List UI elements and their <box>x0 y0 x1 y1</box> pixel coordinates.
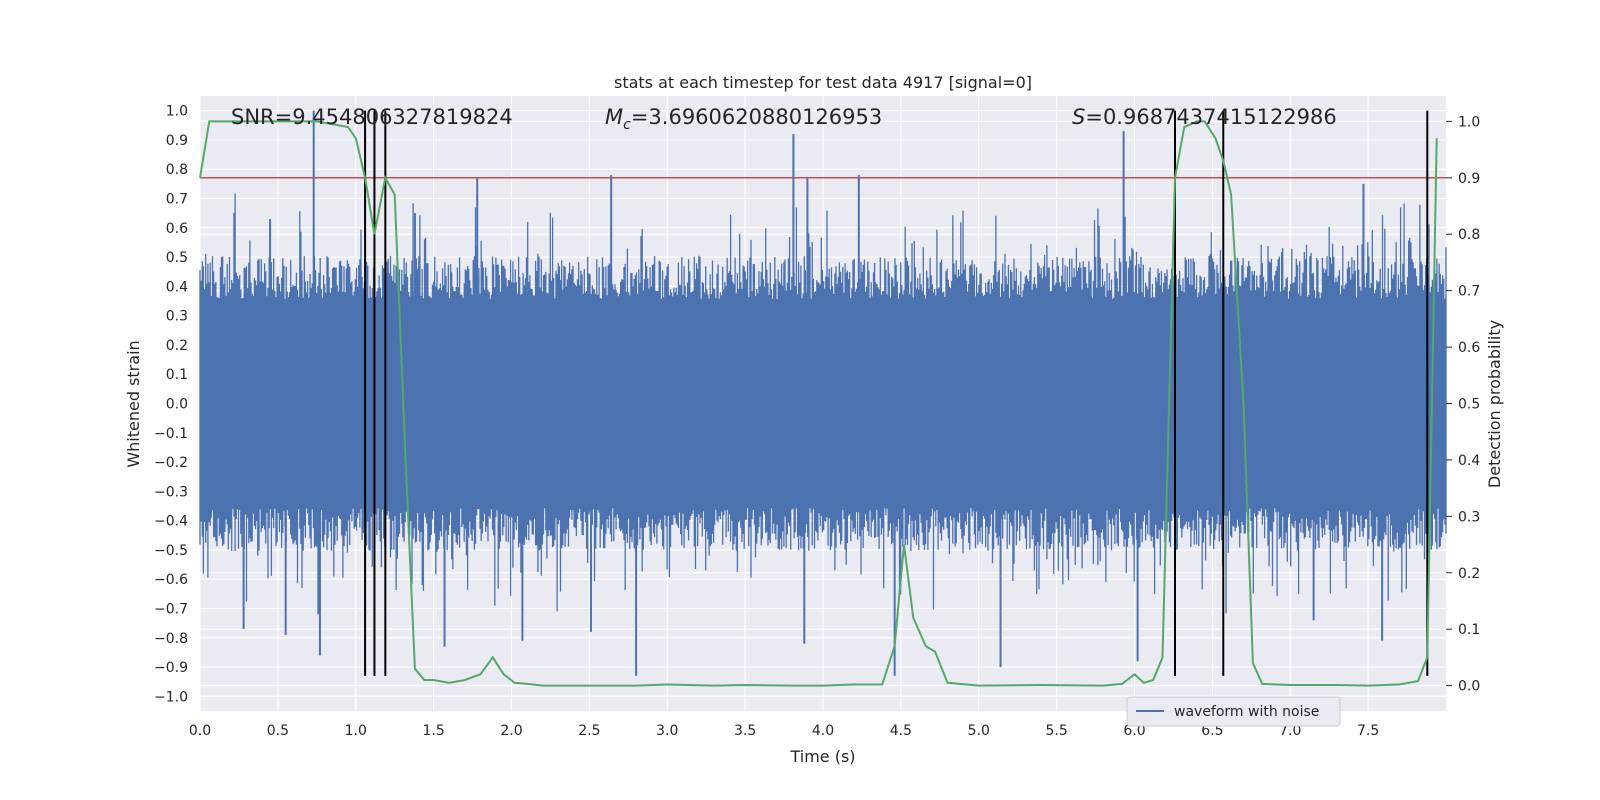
y2-tick-label: 0.5 <box>1458 397 1480 413</box>
legend-box <box>1126 696 1341 727</box>
y2-tick-label: 0.9 <box>1458 171 1480 187</box>
y-tick-label: 0.4 <box>166 279 188 295</box>
y-tick-label: −0.6 <box>154 572 188 588</box>
x-tick-label: 5.5 <box>1045 723 1067 739</box>
s-annotation: S=0.9687437415122986 <box>1072 105 1337 129</box>
detection-probability-series <box>199 120 1438 687</box>
y-tick-label: −0.7 <box>154 602 188 618</box>
y-tick-label: −0.4 <box>154 514 188 530</box>
y-axis-label: Whitened strain <box>124 340 143 467</box>
y2-tick-label: 0.7 <box>1458 284 1480 300</box>
x-axis-label: Time (s) <box>789 747 855 766</box>
x-tick-label: 1.0 <box>345 723 367 739</box>
x-tick-label: 6.0 <box>1123 723 1145 739</box>
y-tick-label: −1.0 <box>154 689 188 705</box>
y2-tick-label: 0.3 <box>1458 509 1480 525</box>
y-tick-label: 0.0 <box>166 397 188 413</box>
x-tick-label: 3.0 <box>656 723 678 739</box>
y-tick-label: −0.2 <box>154 455 188 471</box>
s-value: =0.9687437415122986 <box>1085 105 1336 129</box>
y-tick-label: −0.3 <box>154 484 188 500</box>
y2-tick-label: 0.6 <box>1458 340 1480 356</box>
s-symbol: S <box>1072 105 1085 129</box>
y-tick-label: −0.9 <box>154 660 188 676</box>
y-tick-label: 0.9 <box>166 133 188 149</box>
y2-axis-label: Detection probability <box>1485 320 1504 488</box>
y2-tick-label: 0.4 <box>1458 453 1480 469</box>
legend: waveform with noise <box>1126 696 1341 727</box>
reference-lines <box>200 110 1446 676</box>
x-tick-label: 7.5 <box>1357 723 1379 739</box>
x-tick-label: 2.0 <box>500 723 522 739</box>
y2-tick-label: 0.8 <box>1458 227 1480 243</box>
y-tick-label: 1.0 <box>166 104 188 120</box>
x-tick-label: 5.0 <box>968 723 990 739</box>
y2-tick-label: 0.2 <box>1458 566 1480 582</box>
waveform-core <box>200 336 1446 506</box>
mc-subscript: c <box>623 117 631 133</box>
y2-tick-label: 0.0 <box>1458 679 1480 695</box>
snr-annotation: SNR=9.454806327819824 <box>231 105 513 129</box>
y-tick-label: 0.2 <box>166 338 188 354</box>
x-tick-label: 3.5 <box>734 723 756 739</box>
x-tick-label: 6.5 <box>1201 723 1223 739</box>
mc-annotation: Mc=3.6960620880126953 <box>605 105 882 133</box>
chart-title: stats at each timestep for test data 491… <box>614 73 1032 92</box>
x-tick-label: 1.5 <box>422 723 444 739</box>
y-tick-label: −0.8 <box>154 631 188 647</box>
y-tick-label: −0.5 <box>154 543 188 559</box>
axis-ticks: 0.0 0.5 1.0 1.5 2.0 2.5 3.0 3.5 4.0 4.5 5.0 5.5 6.0 6… <box>154 104 1480 739</box>
y-tick-label: 0.7 <box>166 192 188 208</box>
waveform-series <box>199 110 1447 676</box>
y-tick-label: 0.3 <box>166 309 188 325</box>
mc-value: =3.6960620880126953 <box>631 105 882 129</box>
y-tick-label: −0.1 <box>154 426 188 442</box>
y2-tick-label: 0.1 <box>1458 622 1480 638</box>
x-tick-label: 7.0 <box>1279 723 1301 739</box>
x-tick-label: 0.0 <box>189 723 211 739</box>
x-tick-label: 2.5 <box>578 723 600 739</box>
legend-label: waveform with noise <box>1174 704 1319 720</box>
x-tick-label: 4.5 <box>890 723 912 739</box>
mc-symbol: M <box>605 105 623 129</box>
y2-tick-label: 1.0 <box>1458 114 1480 130</box>
y-tick-label: 0.1 <box>166 367 188 383</box>
y-tick-label: 0.8 <box>166 162 188 178</box>
y-tick-label: 0.6 <box>166 221 188 237</box>
x-tick-label: 0.5 <box>267 723 289 739</box>
x-tick-label: 4.0 <box>812 723 834 739</box>
y-tick-label: 0.5 <box>166 250 188 266</box>
detection-probability-line <box>199 120 1438 687</box>
